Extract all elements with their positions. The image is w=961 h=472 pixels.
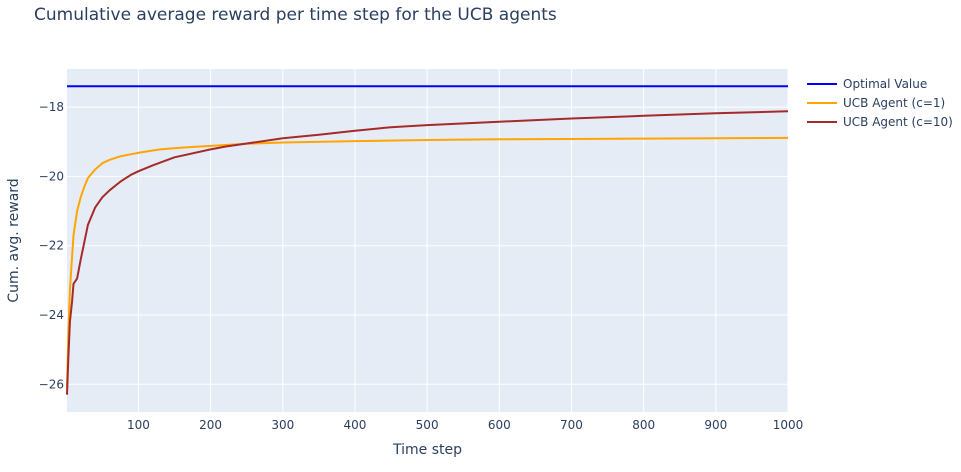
x-tick-label: 100: [127, 418, 150, 432]
x-tick-label: 900: [704, 418, 727, 432]
x-tick-label: 700: [560, 418, 583, 432]
chart-title: Cumulative average reward per time step …: [34, 5, 557, 25]
legend-item[interactable]: UCB Agent (c=1): [807, 96, 945, 110]
legend-label: UCB Agent (c=1): [843, 96, 945, 110]
y-axis-title: Cum. avg. reward: [6, 178, 22, 302]
x-tick-label: 1000: [773, 418, 804, 432]
legend[interactable]: Optimal Value UCB Agent (c=1) UCB Agent (c…: [807, 77, 953, 129]
grid-lines: [67, 69, 789, 412]
legend-label: Optimal Value: [843, 77, 927, 91]
x-tick-label: 800: [632, 418, 655, 432]
y-tick-label: −24: [39, 308, 64, 322]
legend-item[interactable]: UCB Agent (c=10): [807, 115, 953, 129]
y-tick-label: −20: [39, 169, 64, 183]
y-tick-label: −22: [39, 239, 64, 253]
y-tick-label: −26: [39, 377, 64, 391]
x-axis-title: Time step: [392, 442, 462, 458]
y-tick-label: −18: [39, 100, 64, 114]
legend-item[interactable]: Optimal Value: [807, 77, 927, 91]
series-line-1: [66, 136, 789, 388]
series-line-2: [66, 110, 789, 395]
x-tick-label: 300: [271, 418, 294, 432]
series-lines: [66, 85, 789, 395]
legend-label: UCB Agent (c=10): [843, 115, 953, 129]
axis-ticks: 100 200 300 400 500 600 700 800 900 1000 −26 −24 −22…: [39, 100, 804, 432]
x-tick-label: 200: [199, 418, 222, 432]
x-tick-label: 600: [488, 418, 511, 432]
x-tick-label: 500: [416, 418, 439, 432]
x-tick-label: 400: [344, 418, 367, 432]
